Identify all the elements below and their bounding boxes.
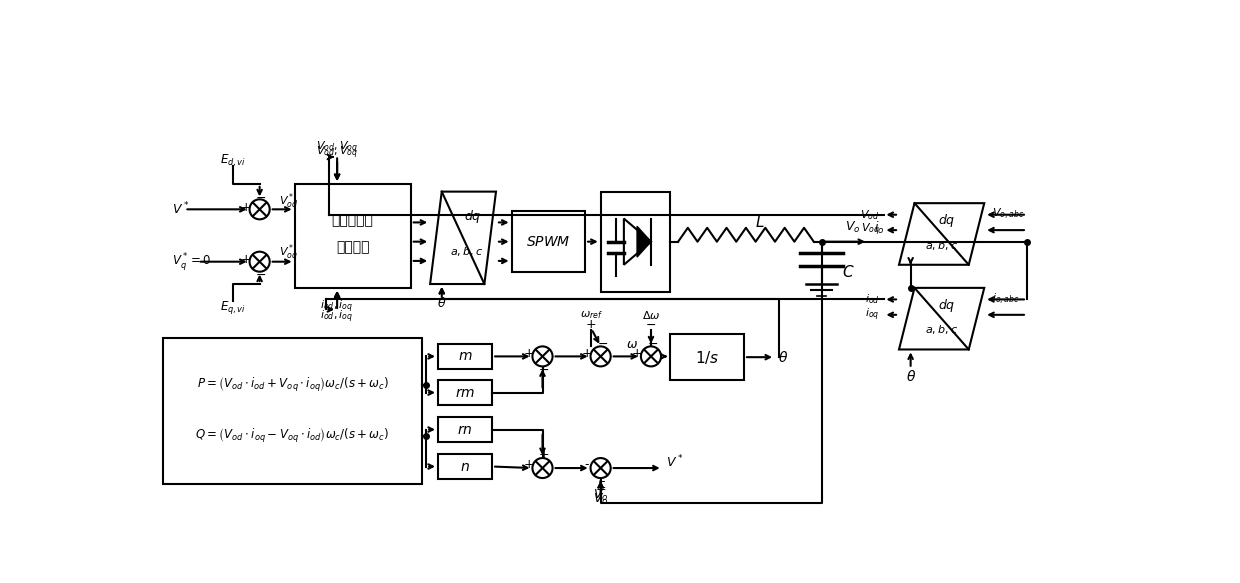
- Text: -: -: [600, 475, 604, 487]
- Polygon shape: [637, 226, 651, 257]
- Polygon shape: [430, 192, 496, 284]
- Text: $dq$: $dq$: [939, 297, 956, 314]
- Text: $V_{oq}$: $V_{oq}$: [861, 222, 879, 238]
- Text: $a,b,c$: $a,b,c$: [925, 323, 959, 336]
- Text: $SPWM$: $SPWM$: [526, 235, 570, 249]
- Text: $V^*$: $V^*$: [666, 454, 683, 470]
- Bar: [438, 380, 492, 405]
- Circle shape: [641, 346, 661, 366]
- Circle shape: [249, 252, 270, 272]
- Text: $-$: $-$: [646, 318, 656, 331]
- Text: $-$: $-$: [538, 363, 549, 376]
- Text: +: +: [595, 481, 606, 494]
- Bar: [162, 338, 423, 484]
- Text: 双环控制: 双环控制: [336, 240, 370, 254]
- Text: $i_{od}$: $i_{od}$: [864, 293, 879, 306]
- Text: $i_{od},i_{oq}$: $i_{od},i_{oq}$: [320, 299, 353, 315]
- Text: $-$: $-$: [255, 191, 265, 203]
- Circle shape: [249, 199, 270, 219]
- Text: $dq$: $dq$: [464, 208, 481, 225]
- Text: +: +: [631, 347, 642, 360]
- Text: $i_{oq}$: $i_{oq}$: [866, 307, 879, 323]
- Text: $C$: $C$: [842, 265, 854, 280]
- Text: $-$: $-$: [255, 268, 265, 280]
- Text: $-$: $-$: [647, 337, 658, 350]
- Text: $-$: $-$: [596, 337, 608, 350]
- Text: $1/s$: $1/s$: [694, 349, 719, 366]
- Text: +: +: [582, 347, 591, 360]
- Text: $V_{od},V_{oq}$: $V_{od},V_{oq}$: [316, 139, 358, 156]
- Polygon shape: [899, 203, 985, 265]
- Circle shape: [532, 346, 553, 366]
- Text: -: -: [584, 458, 589, 472]
- Text: $a,b,c$: $a,b,c$: [450, 245, 484, 258]
- Text: $m$: $m$: [458, 349, 472, 363]
- Circle shape: [532, 458, 553, 478]
- Bar: [438, 454, 492, 479]
- Bar: [600, 192, 671, 292]
- Text: $\omega_{ref}$: $\omega_{ref}$: [580, 309, 603, 321]
- Text: $E_{q,vi}$: $E_{q,vi}$: [219, 298, 246, 315]
- Text: $V_{oq}^*$: $V_{oq}^*$: [279, 243, 298, 265]
- Text: $V_{od},V_{oq}$: $V_{od},V_{oq}$: [316, 145, 358, 161]
- Bar: [511, 211, 585, 272]
- Text: $V_q^*=0$: $V_q^*=0$: [172, 251, 212, 273]
- Text: +: +: [241, 201, 250, 213]
- Text: $dq$: $dq$: [939, 212, 956, 229]
- Text: +: +: [587, 318, 596, 331]
- Text: $\theta$: $\theta$: [436, 296, 446, 310]
- Text: $L$: $L$: [755, 215, 764, 230]
- Text: $V_{od}$: $V_{od}$: [861, 208, 879, 222]
- Bar: [295, 184, 410, 288]
- Circle shape: [590, 346, 611, 366]
- Text: $rm$: $rm$: [455, 385, 475, 399]
- Text: +: +: [538, 448, 549, 462]
- Text: $i_{od},i_{oq}$: $i_{od},i_{oq}$: [320, 309, 353, 325]
- Text: $\theta$: $\theta$: [777, 350, 787, 365]
- Polygon shape: [899, 288, 985, 349]
- Text: +: +: [523, 347, 534, 360]
- Text: $E_{d,vi}$: $E_{d,vi}$: [219, 153, 246, 169]
- Bar: [438, 417, 492, 442]
- Text: $V_{o,abc}$: $V_{o,abc}$: [992, 207, 1024, 222]
- Text: $\omega$: $\omega$: [626, 338, 637, 352]
- Text: $V_o$: $V_o$: [844, 220, 861, 236]
- Text: $\Delta\omega$: $\Delta\omega$: [642, 309, 660, 321]
- Text: $a,b,c$: $a,b,c$: [925, 238, 959, 251]
- Text: $V_o$: $V_o$: [593, 492, 609, 507]
- Text: $P=\left(V_{od}\cdot i_{od}+V_{oq}\cdot i_{oq}\right)\omega_c/\left(s+\omega_c\r: $P=\left(V_{od}\cdot i_{od}+V_{oq}\cdot …: [196, 375, 388, 394]
- Text: $V^*$: $V^*$: [172, 201, 190, 217]
- Text: $i_o$: $i_o$: [874, 220, 885, 236]
- Text: $Q=\left(V_{od}\cdot i_{oq}-V_{oq}\cdot i_{od}\right)\omega_c/\left(s+\omega_c\r: $Q=\left(V_{od}\cdot i_{oq}-V_{oq}\cdot …: [196, 427, 389, 445]
- Circle shape: [590, 458, 611, 478]
- Bar: [671, 334, 744, 380]
- Text: +: +: [241, 253, 250, 266]
- Text: $n$: $n$: [460, 459, 470, 473]
- Text: +: +: [595, 483, 606, 496]
- Text: $i_{o,abc}$: $i_{o,abc}$: [992, 292, 1019, 307]
- Text: $V_{od}^*$: $V_{od}^*$: [279, 192, 299, 212]
- Text: $rn$: $rn$: [458, 423, 472, 437]
- Text: 电压、电流: 电压、电流: [331, 213, 373, 227]
- Text: +: +: [523, 458, 534, 472]
- Bar: [438, 344, 492, 368]
- Text: $V_o$: $V_o$: [593, 488, 609, 503]
- Text: $\theta$: $\theta$: [905, 369, 915, 384]
- Polygon shape: [624, 219, 651, 265]
